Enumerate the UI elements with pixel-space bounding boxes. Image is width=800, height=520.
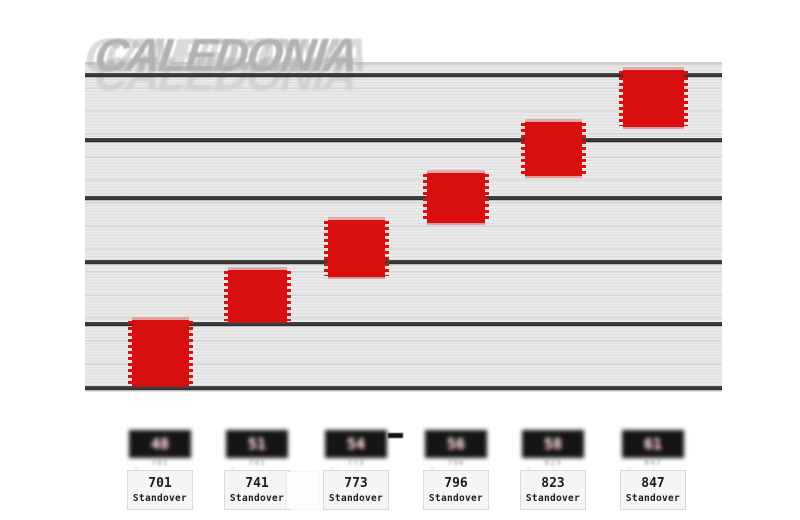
size-chip-button[interactable]: 48 xyxy=(129,430,191,458)
standover-box: 847 Standover xyxy=(620,470,686,511)
standover-value: 701 xyxy=(148,476,172,491)
size-chip-button[interactable]: 51 xyxy=(226,430,288,458)
size-square-48[interactable] xyxy=(128,320,193,386)
standover-value: 823 xyxy=(541,476,565,491)
grid-line xyxy=(85,386,722,390)
standover-word: Standover xyxy=(625,493,681,505)
size-chip-label: 56 xyxy=(446,435,466,453)
size-column: 51 741 Standover 741 Standover xyxy=(224,430,290,511)
standover-word: Standover xyxy=(428,493,484,505)
grid-line xyxy=(85,196,722,200)
size-column: 61 847 Standover 847 Standover xyxy=(620,430,686,511)
standover-box: 796 Standover xyxy=(423,470,489,511)
size-chip-button[interactable]: 54 xyxy=(325,430,387,458)
standover-word: Standover xyxy=(525,493,581,505)
standover-box: 773 Standover xyxy=(323,470,389,511)
size-column: 48 701 Standover 701 Standover xyxy=(127,430,193,511)
size-square-58[interactable] xyxy=(521,122,586,176)
size-ghost-text: 847 Standover xyxy=(627,458,678,469)
standover-word: Standover xyxy=(328,493,384,505)
standover-value: 847 xyxy=(641,476,665,491)
motion-artifact-dash xyxy=(388,433,403,438)
size-square-54[interactable] xyxy=(324,220,389,277)
size-square-61[interactable] xyxy=(619,70,688,127)
size-chip-label: 54 xyxy=(346,435,366,453)
standover-value: 796 xyxy=(444,476,468,491)
size-column: 54 773 Standover 773 Standover xyxy=(323,430,389,511)
grid-line xyxy=(85,73,722,77)
standover-box: 741 Standover xyxy=(224,470,290,511)
standover-word: Standover xyxy=(229,493,285,505)
size-chip-label: 51 xyxy=(247,435,267,453)
size-chip-label: 61 xyxy=(643,435,663,453)
motion-artifact-box xyxy=(287,472,319,509)
size-chip-label: 58 xyxy=(543,435,563,453)
size-ghost-text: 773 Standover xyxy=(330,458,381,469)
size-square-51[interactable] xyxy=(224,270,291,322)
standover-box: 701 Standover xyxy=(127,470,193,511)
size-ghost-text: 701 Standover xyxy=(134,458,185,469)
standover-value: 773 xyxy=(344,476,368,491)
standover-box: 823 Standover xyxy=(520,470,586,511)
size-square-56[interactable] xyxy=(423,173,489,223)
standover-value: 741 xyxy=(245,476,269,491)
size-chip-button[interactable]: 56 xyxy=(425,430,487,458)
size-ghost-text: 796 Standover xyxy=(430,458,481,469)
size-chip-button[interactable]: 61 xyxy=(622,430,684,458)
size-ghost-text: 823 Standover xyxy=(527,458,578,469)
size-column: 58 823 Standover 823 Standover xyxy=(520,430,586,511)
size-column: 56 796 Standover 796 Standover xyxy=(423,430,489,511)
standover-word: Standover xyxy=(132,493,188,505)
grid-line xyxy=(85,138,722,142)
grid-line xyxy=(85,260,722,264)
grid-line xyxy=(85,322,722,326)
size-chip-button[interactable]: 58 xyxy=(522,430,584,458)
size-chip-label: 48 xyxy=(150,435,170,453)
size-ghost-text: 741 Standover xyxy=(231,458,282,469)
